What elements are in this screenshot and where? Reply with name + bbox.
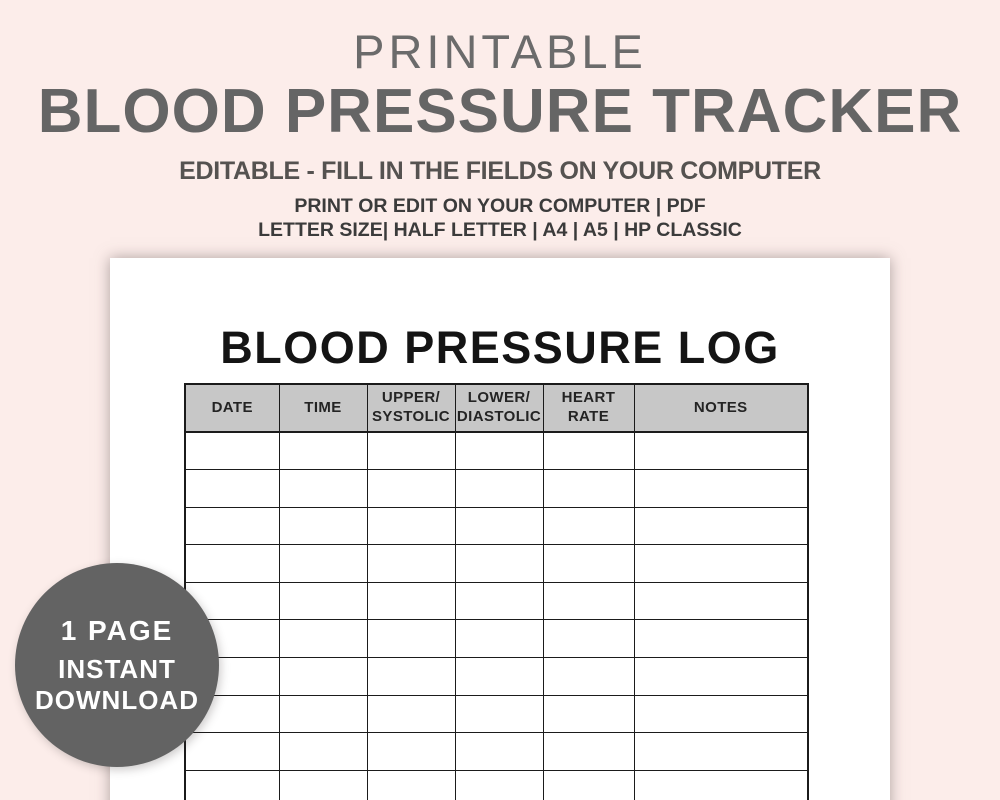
column-header-heart-rate: HEART RATE [542, 383, 635, 433]
empty-cell [542, 657, 635, 696]
empty-cell [633, 506, 809, 546]
empty-cell [278, 431, 368, 471]
empty-cell [184, 732, 280, 771]
empty-cell [633, 694, 809, 734]
empty-cell [542, 544, 635, 583]
empty-cell [184, 469, 280, 508]
column-label: DATE [211, 398, 253, 416]
empty-cell [278, 694, 368, 734]
empty-cell [542, 431, 635, 471]
empty-cell [633, 581, 809, 621]
empty-cell [542, 619, 635, 659]
column-label: HEART [561, 389, 616, 407]
column-header-date: DATE [184, 383, 280, 433]
empty-cell [366, 694, 456, 734]
empty-cell [454, 732, 544, 771]
eyebrow-text: PRINTABLE [353, 25, 647, 78]
empty-cell [454, 431, 544, 471]
log-title: BLOOD PRESSURE LOG [220, 322, 780, 373]
empty-cell [184, 506, 280, 546]
empty-cell [633, 732, 809, 771]
column-label: SYSTOLIC [372, 408, 450, 425]
column-label: UPPER/ [381, 389, 441, 407]
column-label: RATE [567, 408, 610, 425]
column-header-notes: NOTES [633, 383, 809, 433]
empty-cell [278, 506, 368, 546]
subtitle-text: EDITABLE - FILL IN THE FIELDS ON YOUR CO… [179, 157, 821, 185]
empty-cell [633, 769, 809, 800]
empty-cell [366, 544, 456, 583]
empty-cell [184, 581, 280, 621]
empty-cell [184, 431, 280, 471]
badge-page-count: 1 PAGE [60, 614, 174, 646]
product-title: BLOOD PRESSURE TRACKER [37, 77, 963, 146]
log-table: DATE TIME UPPER/SYSTOLIC LOWER/DIASTOLIC… [184, 383, 809, 800]
empty-cell [278, 769, 368, 800]
table-row [184, 581, 809, 621]
document-page: BLOOD PRESSURE LOG DATE TIME UPPER/SYSTO… [110, 258, 890, 800]
empty-cell [366, 506, 456, 546]
empty-cell [454, 544, 544, 583]
empty-cell [633, 431, 809, 471]
table-row [184, 469, 809, 508]
empty-cell [278, 619, 368, 659]
empty-cell [633, 544, 809, 583]
table-row [184, 769, 809, 800]
log-table-body [184, 431, 809, 800]
instant-download-badge: 1 PAGE INSTANT DOWNLOAD [15, 563, 219, 767]
empty-cell [454, 506, 544, 546]
empty-cell [366, 469, 456, 508]
empty-cell [633, 469, 809, 508]
column-label: DIASTOLIC [456, 408, 542, 425]
table-row [184, 732, 809, 771]
column-header-lower-diastolic: LOWER/DIASTOLIC [454, 383, 544, 433]
empty-cell [542, 581, 635, 621]
empty-cell [366, 657, 456, 696]
empty-cell [366, 732, 456, 771]
table-row [184, 544, 809, 583]
column-label: NOTES [693, 398, 748, 416]
empty-cell [454, 769, 544, 800]
empty-cell [278, 469, 368, 508]
empty-cell [542, 732, 635, 771]
table-row [184, 431, 809, 471]
badge-instant-label: INSTANT [58, 653, 176, 684]
empty-cell [184, 544, 280, 583]
table-row [184, 506, 809, 546]
table-header-row: DATE TIME UPPER/SYSTOLIC LOWER/DIASTOLIC… [184, 383, 809, 433]
empty-cell [278, 732, 368, 771]
column-label: TIME [304, 398, 342, 416]
badge-download-label: DOWNLOAD [35, 684, 199, 715]
empty-cell [366, 431, 456, 471]
empty-cell [366, 769, 456, 800]
size-detail-line: LETTER SIZE| HALF LETTER | A4 | A5 | HP … [258, 219, 742, 241]
format-detail-line: PRINT OR EDIT ON YOUR COMPUTER | PDF [294, 195, 706, 217]
empty-cell [633, 619, 809, 659]
table-row [184, 619, 809, 659]
table-row [184, 694, 809, 734]
empty-cell [454, 619, 544, 659]
empty-cell [454, 581, 544, 621]
empty-cell [542, 694, 635, 734]
empty-cell [454, 657, 544, 696]
column-header-time: TIME [278, 383, 368, 433]
column-header-upper-systolic: UPPER/SYSTOLIC [366, 383, 456, 433]
empty-cell [542, 469, 635, 508]
empty-cell [278, 657, 368, 696]
empty-cell [278, 581, 368, 621]
empty-cell [366, 581, 456, 621]
empty-cell [184, 769, 280, 800]
empty-cell [633, 657, 809, 696]
empty-cell [454, 469, 544, 508]
empty-cell [366, 619, 456, 659]
empty-cell [542, 506, 635, 546]
empty-cell [542, 769, 635, 800]
column-label: LOWER/ [467, 389, 531, 407]
table-row [184, 657, 809, 696]
empty-cell [278, 544, 368, 583]
empty-cell [454, 694, 544, 734]
